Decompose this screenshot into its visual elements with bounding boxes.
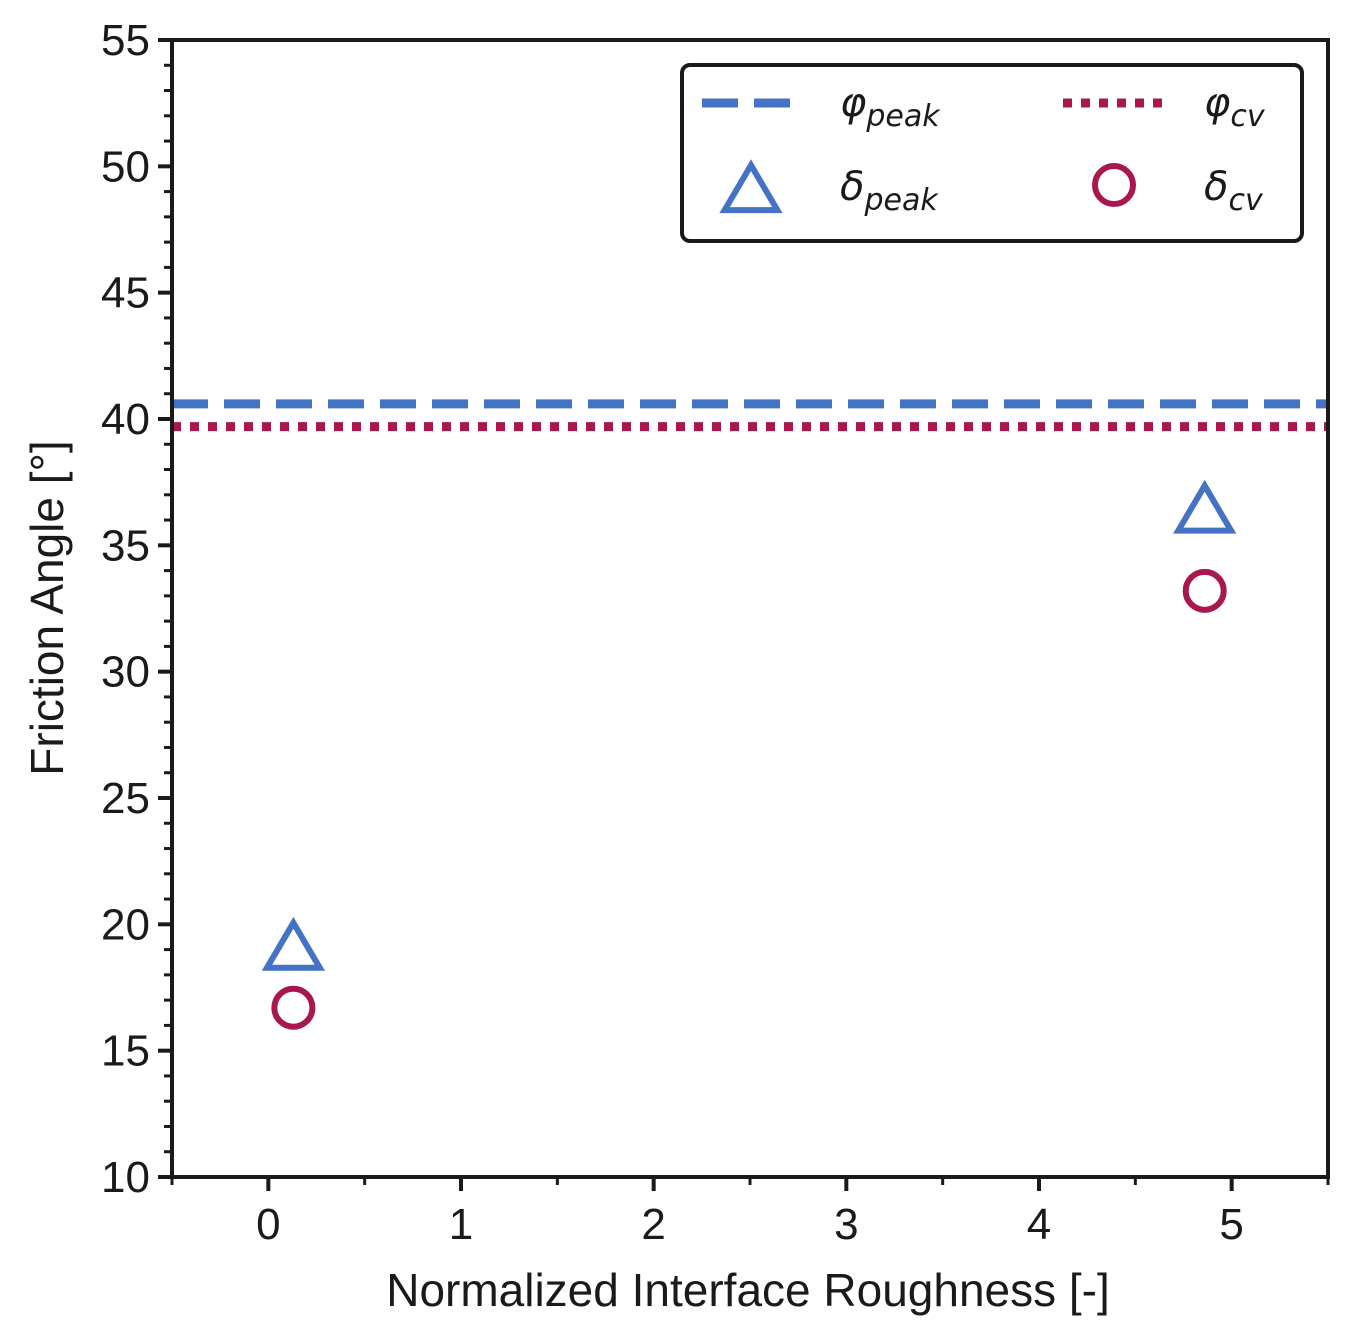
x-tick-label-3: 3 — [834, 1200, 858, 1249]
legend-phi-peak-label: φpeak — [840, 80, 941, 134]
delta-peak-point-0 — [261, 916, 326, 971]
legend-delta-cv-label: δcv — [1204, 164, 1264, 218]
x-tick-label-0: 0 — [256, 1200, 280, 1249]
legend-delta-peak-label-symbol: δ — [840, 164, 864, 210]
delta-cv-point-1 — [1182, 568, 1227, 613]
y-tick-label-50: 50 — [101, 142, 150, 191]
y-tick-label-15: 15 — [101, 1027, 150, 1076]
legend-delta-cv-label-subscript: cv — [1228, 183, 1263, 218]
x-tick-label-2: 2 — [641, 1200, 665, 1249]
x-tick-label-1: 1 — [449, 1200, 473, 1249]
legend-delta-peak-label-subscript: peak — [863, 183, 939, 218]
legend-phi-peak-label-subscript: peak — [865, 99, 941, 134]
y-tick-label-45: 45 — [101, 269, 150, 318]
legend-phi-cv-label-symbol: φ — [1204, 80, 1230, 126]
y-tick-label-40: 40 — [101, 395, 150, 444]
legend-box — [680, 63, 1304, 243]
legend-delta-cv-handle — [1092, 163, 1136, 207]
legend-phi-cv-label-subscript: cv — [1230, 99, 1265, 134]
y-tick-label-30: 30 — [101, 648, 150, 697]
y-tick-label-10: 10 — [101, 1153, 150, 1202]
y-tick-label-35: 35 — [101, 521, 150, 570]
legend-delta-peak-label: δpeak — [840, 164, 939, 218]
y-tick-label-25: 25 — [101, 774, 150, 823]
delta-peak-point-1 — [1173, 479, 1237, 534]
plot-layer — [172, 399, 1328, 1030]
x-axis-label: Normalized Interface Roughness [-] — [386, 1264, 1110, 1316]
legend-phi-cv-label: φcv — [1204, 80, 1266, 134]
delta-cv-point-0 — [271, 985, 316, 1030]
x-tick-label-4: 4 — [1027, 1200, 1051, 1249]
y-axis-label: Friction Angle [°] — [21, 440, 73, 775]
x-tick-label-5: 5 — [1219, 1200, 1243, 1249]
legend-phi-peak-label-symbol: φ — [840, 80, 866, 126]
legend-delta-cv-label-symbol: δ — [1204, 164, 1228, 210]
y-tick-label-55: 55 — [101, 16, 150, 65]
legend-delta-peak-handle — [719, 159, 783, 214]
y-tick-label-20: 20 — [101, 900, 150, 949]
plot-content — [172, 399, 1328, 432]
